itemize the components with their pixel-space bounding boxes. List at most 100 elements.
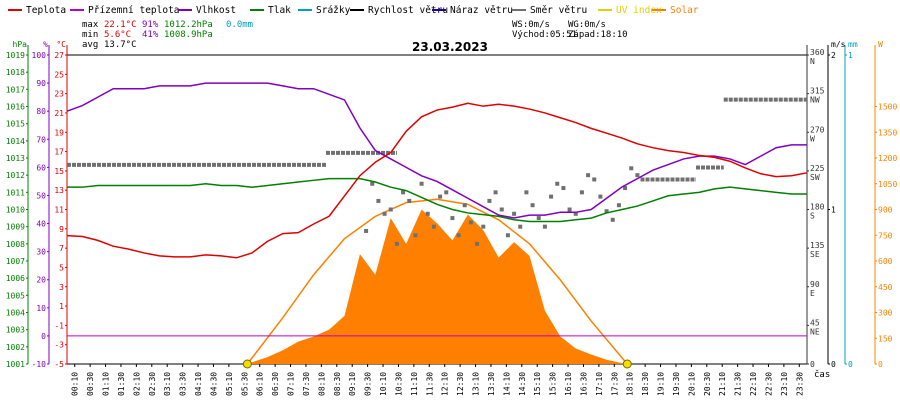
- wind-dir-point: [407, 198, 412, 203]
- x-tick-label: 16:30: [579, 372, 588, 396]
- x-tick-label: 10:10: [379, 372, 388, 396]
- wind-dir-point: [604, 209, 609, 214]
- hpa-tick-label: 1016: [6, 103, 25, 112]
- x-tick-label: 05:30: [240, 372, 249, 396]
- hpa-tick-label: 1004: [6, 309, 25, 318]
- x-tick-label: 22:30: [764, 372, 773, 396]
- wind-dir-point: [364, 228, 369, 233]
- dir-tick-label-dir: SW: [810, 173, 820, 182]
- legend-label-humidity: Vlhkost: [196, 5, 236, 16]
- x-tick-label: 07:30: [302, 372, 311, 396]
- x-tick-label: 03:30: [179, 372, 188, 396]
- x-tick-label: 13:10: [472, 372, 481, 396]
- w-tick-label: 900: [878, 206, 893, 215]
- w-tick-label: 1050: [878, 180, 897, 189]
- x-tick-label: 07:10: [287, 372, 296, 396]
- hpa-tick-label: 1019: [6, 51, 25, 60]
- degc-tick-label: 15: [54, 167, 64, 176]
- solar-theoretical-line: [246, 198, 628, 365]
- stats-avg-temp: 13.7°C: [104, 40, 137, 50]
- wind-dir-point: [475, 241, 480, 246]
- wind-dir-point: [542, 224, 547, 229]
- hpa-tick-label: 1006: [6, 274, 25, 283]
- pct-tick-label: 40: [36, 220, 46, 229]
- x-tick-label: 17:30: [610, 372, 619, 396]
- hpa-tick-label: 1015: [6, 120, 25, 129]
- legend-row: Teplota Přízemní teplota Vlhkost Tlak Srážky…: [8, 5, 699, 16]
- x-tick-label: 15:10: [533, 372, 542, 396]
- w-tick-label: 1500: [878, 103, 897, 112]
- wind-dir-point: [592, 177, 597, 182]
- dir-tick-label-dir: SE: [810, 250, 820, 259]
- dir-tick-label: 45: [810, 318, 820, 327]
- wind-dir-point: [444, 190, 449, 195]
- degc-tick-label: 3: [59, 283, 64, 292]
- x-tick-label: 01:10: [102, 372, 111, 396]
- x-tick-label: 09:10: [348, 372, 357, 396]
- x-tick-label: 19:10: [657, 372, 666, 396]
- x-tick-label: 18:10: [626, 372, 635, 396]
- dir-tick-label: 135: [810, 241, 825, 250]
- degc-tick-label: 17: [54, 148, 64, 157]
- x-tick-label: 06:30: [271, 372, 280, 396]
- x-tick-label: 22:10: [749, 372, 758, 396]
- dir-tick-label-dir: W: [810, 134, 815, 143]
- wind-dir-point: [401, 190, 406, 195]
- ms-tick-label: 2: [831, 51, 836, 60]
- stats-ws: WS:0m/s: [512, 20, 550, 30]
- x-tick-label: 11:30: [425, 372, 434, 396]
- wind-dir-point: [518, 224, 523, 229]
- stats-min-press: 1008.9hPa: [164, 30, 213, 40]
- hpa-axis-unit: hPa: [13, 40, 28, 49]
- wind-dir-point: [419, 181, 424, 186]
- x-tick-label: 04:10: [194, 372, 203, 396]
- dir-tick-label: 360: [810, 48, 825, 57]
- w-tick-label: 450: [878, 283, 893, 292]
- sun-marker: [622, 359, 632, 369]
- stats-max-press: 1012.2hPa: [164, 20, 213, 30]
- x-tick-label: 14:10: [502, 372, 511, 396]
- degc-tick-label: 25: [54, 70, 64, 79]
- degc-tick-label: 23: [54, 90, 64, 99]
- wind-dir-point: [629, 166, 634, 171]
- wind-dir-point: [425, 211, 430, 216]
- x-tick-label: 08:30: [333, 372, 342, 396]
- x-tick-label: 10:30: [394, 372, 403, 396]
- dir-tick-label: 270: [810, 125, 825, 134]
- pct-tick-label: 50: [36, 191, 46, 200]
- sun-marker: [242, 359, 252, 369]
- wind-dir-point: [598, 194, 603, 199]
- legend-label-uv: UV index: [616, 5, 662, 16]
- wind-dir-point: [530, 203, 535, 208]
- wind-dir-point: [493, 190, 498, 195]
- pct-tick-label: 0: [41, 332, 46, 341]
- degc-tick-label: 19: [54, 128, 64, 137]
- x-tick-label: 15:30: [549, 372, 558, 396]
- degc-tick-label: -3: [54, 341, 64, 350]
- wind-dir-point: [555, 181, 560, 186]
- x-tick-label: 16:10: [564, 372, 573, 396]
- wind-dir-point: [450, 216, 455, 221]
- wind-dir-point: [586, 173, 591, 178]
- ms-tick-label: 1: [831, 206, 836, 215]
- wind-dir-point: [487, 198, 492, 203]
- stats-wg: WG:0m/s: [568, 20, 606, 30]
- hpa-tick-label: 1017: [6, 85, 25, 94]
- x-tick-label: 04:30: [209, 372, 218, 396]
- wind-dir-point: [438, 194, 443, 199]
- hpa-tick-label: 1013: [6, 154, 25, 163]
- wind-dir-point: [376, 198, 381, 203]
- dir-tick-label-dir: NW: [810, 96, 820, 105]
- humidity-line: [66, 82, 807, 219]
- dir-tick-label: 315: [810, 87, 825, 96]
- pressure-line: [67, 177, 807, 223]
- legend-label-wind_gust: Náraz větru: [450, 5, 513, 16]
- wind-dir-point: [635, 173, 640, 178]
- stats-min-label: min: [82, 30, 98, 40]
- axes: hPa1001100210031004100510061007100810091…: [6, 40, 898, 396]
- x-tick-label: 03:10: [163, 372, 172, 396]
- wind-dir-point: [468, 220, 473, 225]
- wind-dir-point: [549, 194, 554, 199]
- wind-dir-point: [481, 224, 486, 229]
